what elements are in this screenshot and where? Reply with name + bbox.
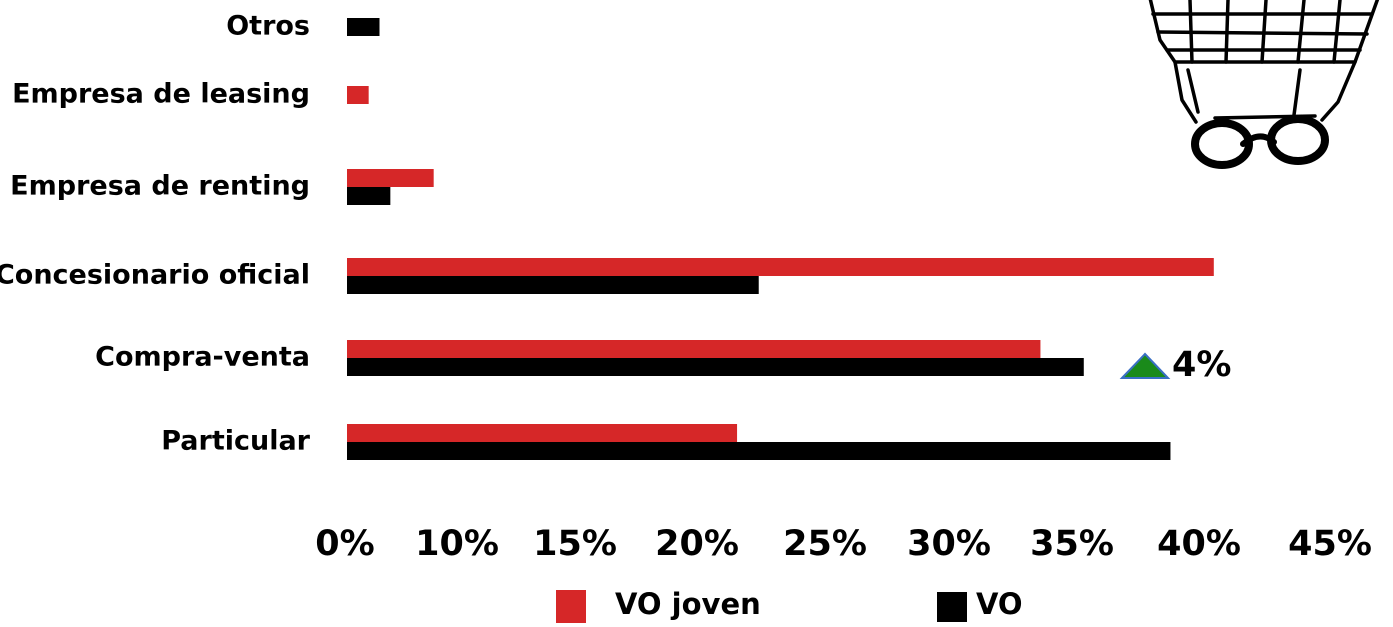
x-tick-label-15: 15% [533,524,617,564]
bar-vo-otros [347,18,380,36]
legend: VO joven VO [556,587,1023,623]
bar-vo-joven-empresa-de-renting [347,169,434,187]
category-label-otros: Otros [226,11,310,42]
bar-vo-joven-particular [347,424,738,442]
legend-swatch-vo [937,592,967,622]
bar-vo-joven-empresa-de-leasing [347,86,369,104]
legend-label-vo: VO [976,587,1023,621]
x-tick-label-30: 30% [907,524,991,564]
x-tick-label-0: 0% [315,524,374,564]
x-tick-label-10: 10% [415,524,499,564]
category-label-empresa-de-renting: Empresa de renting [10,171,310,202]
legend-label-vo-joven: VO joven [615,587,761,621]
x-tick-label-25: 25% [783,524,867,564]
bar-vo-joven-concesionario-oficial [347,258,1214,276]
annotation: 4% [1119,345,1231,385]
category-label-empresa-de-leasing: Empresa de leasing [12,79,310,110]
bar-vo-particular [347,442,1171,460]
x-tick-label-45: 45% [1288,524,1372,564]
bar-vo-compra-venta [347,358,1084,376]
bar-vo-concesionario-oficial [347,276,759,294]
category-label-concesionario-oficial: Concesionario oficial [0,260,310,291]
annotation-text: 4% [1172,345,1231,385]
up-triangle-icon [1119,352,1171,379]
x-tick-label-20: 20% [655,524,739,564]
bar-vo-empresa-de-renting [347,187,391,205]
category-label-particular: Particular [161,426,310,457]
shopping-cart-icon [1148,0,1380,169]
bar-vo-joven-compra-venta [347,340,1041,358]
x-tick-label-35: 35% [1030,524,1114,564]
x-axis-tick-labels: 0% 10% 15% 20% 25% 30% 35% 40% 45% [315,524,1372,564]
bars [347,18,1214,460]
category-labels: Otros Empresa de leasing Empresa de rentin… [0,11,311,457]
legend-swatch-vo-joven [556,590,586,623]
category-label-compra-venta: Compra-venta [95,342,310,373]
x-tick-label-40: 40% [1157,524,1241,564]
